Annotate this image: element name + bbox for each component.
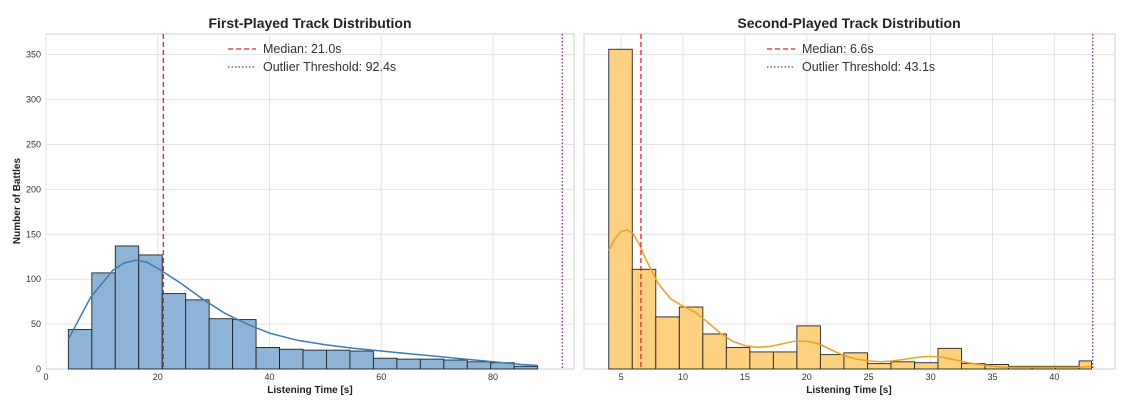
x-tick-label: 25 bbox=[864, 372, 874, 382]
histogram-bar bbox=[91, 272, 116, 370]
histogram-bar bbox=[326, 349, 351, 370]
x-tick-label: 60 bbox=[376, 372, 386, 382]
y-tick-label: 200 bbox=[26, 184, 41, 194]
y-tick-label: 150 bbox=[26, 229, 41, 239]
histogram-bar bbox=[372, 357, 398, 370]
histogram-bar bbox=[138, 254, 163, 370]
x-tick-labels: 5 10 15 20 25 30 35 40 bbox=[619, 372, 1060, 382]
legend-outlier-label: Outlier Threshold: 43.1s bbox=[802, 60, 935, 74]
histogram-bar bbox=[419, 358, 445, 370]
histogram-bar bbox=[279, 348, 304, 370]
legend-outlier-label: Outlier Threshold: 92.4s bbox=[263, 60, 396, 74]
histogram-bar bbox=[819, 354, 845, 370]
histogram-bar bbox=[302, 349, 327, 370]
histogram-bar bbox=[114, 245, 140, 370]
x-tick-label: 20 bbox=[153, 372, 163, 382]
histogram-bar bbox=[772, 351, 798, 370]
histogram-bars bbox=[67, 245, 539, 370]
histogram-bar bbox=[232, 319, 257, 370]
legend-median-label: Median: 6.6s bbox=[802, 42, 874, 56]
histogram-bar bbox=[396, 358, 421, 370]
x-tick-label: 20 bbox=[802, 372, 812, 382]
x-tick-label: 10 bbox=[678, 372, 688, 382]
histogram-bar bbox=[866, 363, 892, 370]
histogram-bar bbox=[655, 316, 680, 370]
x-tick-labels: 0 20 40 60 80 bbox=[43, 372, 497, 382]
histogram-bar bbox=[608, 48, 633, 370]
legend: Median: 6.6s Outlier Threshold: 43.1s bbox=[767, 42, 935, 74]
y-axis-label: Number of Battles bbox=[12, 158, 23, 245]
histogram-bar bbox=[161, 293, 187, 370]
x-tick-label: 40 bbox=[264, 372, 274, 382]
histogram-bar bbox=[725, 346, 751, 370]
x-axis-label: Listening Time [s] bbox=[806, 385, 891, 396]
histogram-bar bbox=[208, 318, 234, 370]
histogram-bar bbox=[631, 268, 657, 370]
x-axis-label: Listening Time [s] bbox=[267, 385, 352, 396]
histogram-bar bbox=[702, 333, 727, 370]
kde-curve bbox=[67, 259, 538, 367]
histogram-bar bbox=[796, 325, 821, 370]
chart-title: Second-Played Track Distribution bbox=[737, 15, 960, 31]
histogram-bar bbox=[185, 299, 210, 370]
histogram-bar bbox=[349, 350, 374, 370]
kde-curve bbox=[608, 228, 1092, 368]
histogram-bar bbox=[67, 329, 93, 370]
chart-title: First-Played Track Distribution bbox=[208, 15, 411, 31]
x-tick-label: 40 bbox=[1049, 372, 1059, 382]
y-tick-label: 100 bbox=[26, 274, 41, 284]
legend: Median: 21.0s Outlier Threshold: 92.4s bbox=[228, 42, 396, 74]
x-tick-label: 35 bbox=[987, 372, 997, 382]
x-tick-label: 0 bbox=[43, 372, 48, 382]
histogram-bar bbox=[466, 361, 492, 370]
y-tick-label: 50 bbox=[31, 319, 41, 329]
histogram-bar bbox=[255, 346, 280, 370]
histogram-bar bbox=[749, 351, 774, 370]
x-tick-label: 80 bbox=[488, 372, 498, 382]
x-tick-label: 5 bbox=[619, 372, 624, 382]
plot-area bbox=[583, 33, 1116, 370]
y-tick-label: 300 bbox=[26, 95, 41, 105]
y-tick-label: 250 bbox=[26, 139, 41, 149]
y-tick-labels: 0 50 100 150 200 250 300 350 bbox=[26, 50, 41, 374]
legend-median-label: Median: 21.0s bbox=[263, 42, 342, 56]
panel-first-played: 0 20 40 60 80 0 50 100 150 200 250 300 350 First-Pl… bbox=[12, 15, 575, 396]
x-tick-label: 30 bbox=[926, 372, 936, 382]
histogram-bar bbox=[443, 359, 468, 370]
panel-second-played: 5 10 15 20 25 30 35 40 Second-Played Track Dist… bbox=[583, 15, 1116, 396]
histogram-bar bbox=[890, 361, 915, 370]
histogram-bar bbox=[1078, 360, 1092, 370]
histogram-bar bbox=[513, 365, 539, 370]
x-tick-label: 15 bbox=[740, 372, 750, 382]
y-tick-label: 0 bbox=[36, 364, 41, 374]
histogram-bar bbox=[914, 362, 939, 370]
y-tick-label: 350 bbox=[26, 50, 41, 60]
